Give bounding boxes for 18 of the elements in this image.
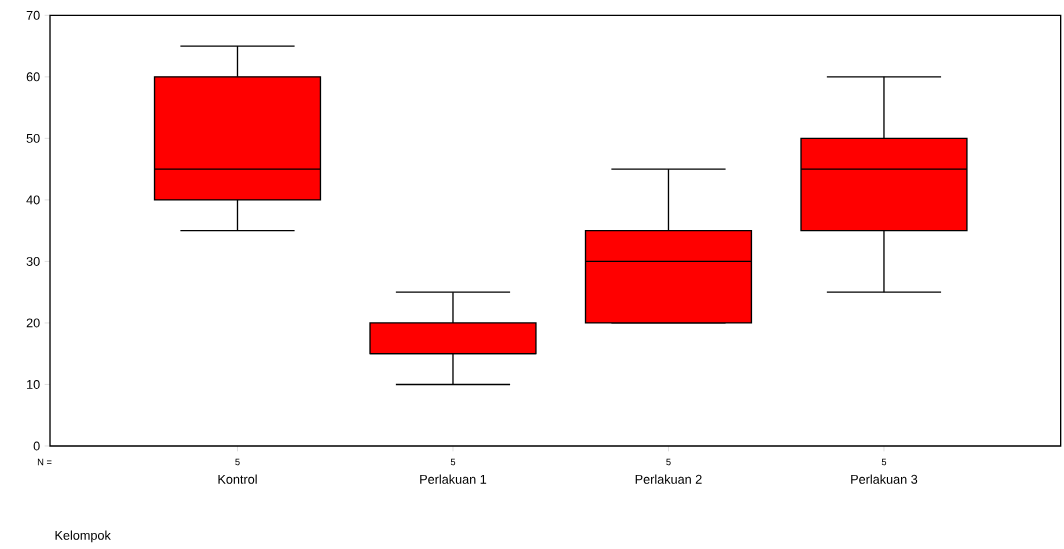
text: 5 bbox=[235, 458, 240, 466]
y-tick-label: 0 bbox=[33, 441, 40, 451]
x-tick-label: Perlakuan 3 bbox=[851, 474, 918, 484]
x-tick-label: Perlakuan 2 bbox=[635, 474, 702, 484]
y-tick-label: 60 bbox=[26, 72, 40, 82]
x-tick-label: Kontrol bbox=[218, 474, 257, 484]
y-tick-label: 10 bbox=[27, 379, 40, 389]
text: 5 bbox=[881, 458, 887, 466]
text: 5 bbox=[450, 458, 456, 466]
text: N = bbox=[37, 458, 52, 466]
y-tick-label: 70 bbox=[26, 10, 40, 20]
x-axis-title: Kelompok bbox=[55, 530, 111, 543]
text: 5 bbox=[666, 458, 671, 466]
y-tick-label: 30 bbox=[26, 256, 40, 266]
y-tick-label: 50 bbox=[26, 133, 40, 143]
y-tick-label: 20 bbox=[26, 318, 40, 328]
y-tick-label: 40 bbox=[26, 195, 40, 205]
x-tick-label: Perlakuan 1 bbox=[420, 474, 487, 484]
